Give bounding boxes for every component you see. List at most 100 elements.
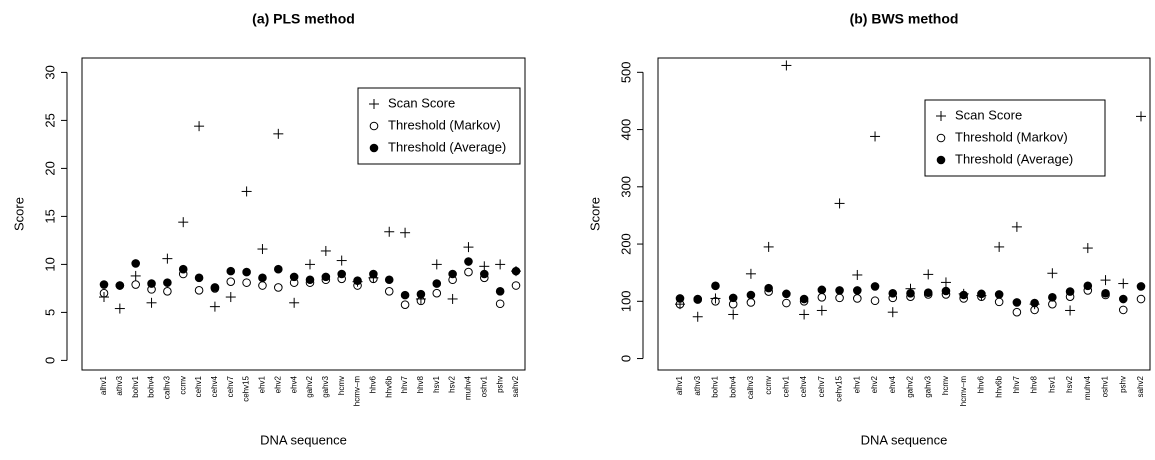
marker-plus [257,244,268,255]
marker-plus [162,253,173,264]
marker-plus [728,309,739,320]
marker-circle-filled [1048,292,1057,302]
y-tick-label: 0 [618,355,633,362]
marker-plus [887,307,898,318]
x-tick-label: hhv8 [416,375,425,393]
marker-circle-open [711,297,720,306]
marker-plus [936,111,946,121]
legend-label: Threshold (Average) [388,139,506,154]
marker-circle-filled [675,294,685,303]
panel-title: (b) BWS method [850,11,959,27]
marker-plus [1118,278,1129,289]
x-tick-label: hhv6 [977,375,986,393]
marker-circle-filled [369,269,378,279]
marker-circle-open [870,296,880,306]
x-tick-label: hcmv [941,376,950,395]
marker-plus [745,268,756,279]
marker-circle-filled [163,278,172,287]
marker-circle-filled [115,281,125,290]
marker-plus [1082,243,1093,254]
y-tick-label: 5 [42,309,57,316]
x-tick-label: hcmv–m [353,376,362,407]
marker-circle-filled [977,289,986,299]
y-axis-label: Score [587,197,602,231]
y-tick-label: 300 [618,176,633,198]
marker-circle-filled [194,273,204,283]
x-tick-label: ccmv [764,376,773,395]
x-tick-label: hsv1 [432,375,441,392]
marker-plus [1136,111,1146,122]
marker-circle-filled [432,279,442,288]
marker-plus [940,277,951,288]
marker-circle-filled [511,266,521,276]
marker-circle-filled [321,272,331,282]
legend-label: Scan Score [955,107,1022,122]
y-tick-label: 100 [618,290,633,312]
marker-plus [710,293,721,304]
marker-circle-open [782,298,791,308]
x-tick-label: bohv4 [147,375,156,397]
marker-plus [1100,275,1111,286]
legend-box [357,87,521,165]
marker-circle-filled [728,293,738,303]
marker-circle-open [994,297,1004,307]
marker-circle-filled [959,290,968,300]
x-tick-label: bohv1 [131,375,140,397]
x-tick-label: athv3 [115,375,124,395]
marker-plus [479,261,490,272]
marker-circle-filled [941,286,951,296]
legend-label: Threshold (Markov) [388,117,501,132]
x-tick-label: cehv15 [835,375,844,401]
marker-circle-open [432,288,442,298]
marker-circle-filled [711,281,720,291]
marker-circle-filled [1065,287,1075,296]
plot-box [657,57,1151,371]
marker-circle-open [853,294,862,303]
marker-circle-filled [274,264,283,274]
x-tick-label: hsv2 [1065,375,1074,392]
marker-circle-filled [210,283,220,292]
y-tick-label: 25 [42,113,57,127]
marker-circle-filled [400,290,410,300]
y-tick-label: 30 [42,65,57,79]
marker-circle-filled [495,286,505,296]
x-tick-label: alhv1 [99,375,108,395]
x-tick-label: hcmv [337,376,346,395]
x-tick-label: bohv1 [711,375,720,397]
marker-circle-filled [888,288,898,298]
marker-plus [384,226,395,237]
x-tick-label: sahv2 [511,375,520,397]
marker-circle-filled [131,259,140,268]
x-tick-label: gahv2 [906,375,915,397]
marker-plus [194,121,205,132]
marker-circle-open [1136,294,1146,304]
y-tick-label: 20 [42,161,57,175]
marker-plus [799,309,810,320]
marker-circle-filled [764,283,773,293]
marker-circle-filled [835,286,844,295]
marker-circle-open [163,286,172,296]
x-tick-label: ccmv [178,376,187,395]
marker-circle-filled [99,280,109,289]
marker-plus [495,259,506,270]
marker-plus [273,128,284,139]
marker-circle-filled [337,269,346,279]
y-tick-label: 400 [618,119,633,141]
marker-circle-filled [1083,281,1093,291]
x-tick-label: hhv6 [368,375,377,393]
marker-plus [852,269,863,280]
panel-title: (a) PLS method [252,11,355,27]
x-tick-label: cehv1 [781,375,790,397]
marker-circle-open [226,277,236,286]
marker-plus [834,198,845,209]
marker-plus [114,303,125,314]
x-axis-label: DNA sequence [861,432,948,447]
marker-circle-filled [923,288,933,298]
marker-circle-open [936,133,946,143]
x-tick-label: calhv3 [162,375,171,399]
marker-circle-open [400,300,410,310]
marker-circle-filled [853,286,862,295]
marker-circle-open [464,267,473,277]
marker-circle-filled [258,273,267,283]
marker-plus [816,305,827,316]
